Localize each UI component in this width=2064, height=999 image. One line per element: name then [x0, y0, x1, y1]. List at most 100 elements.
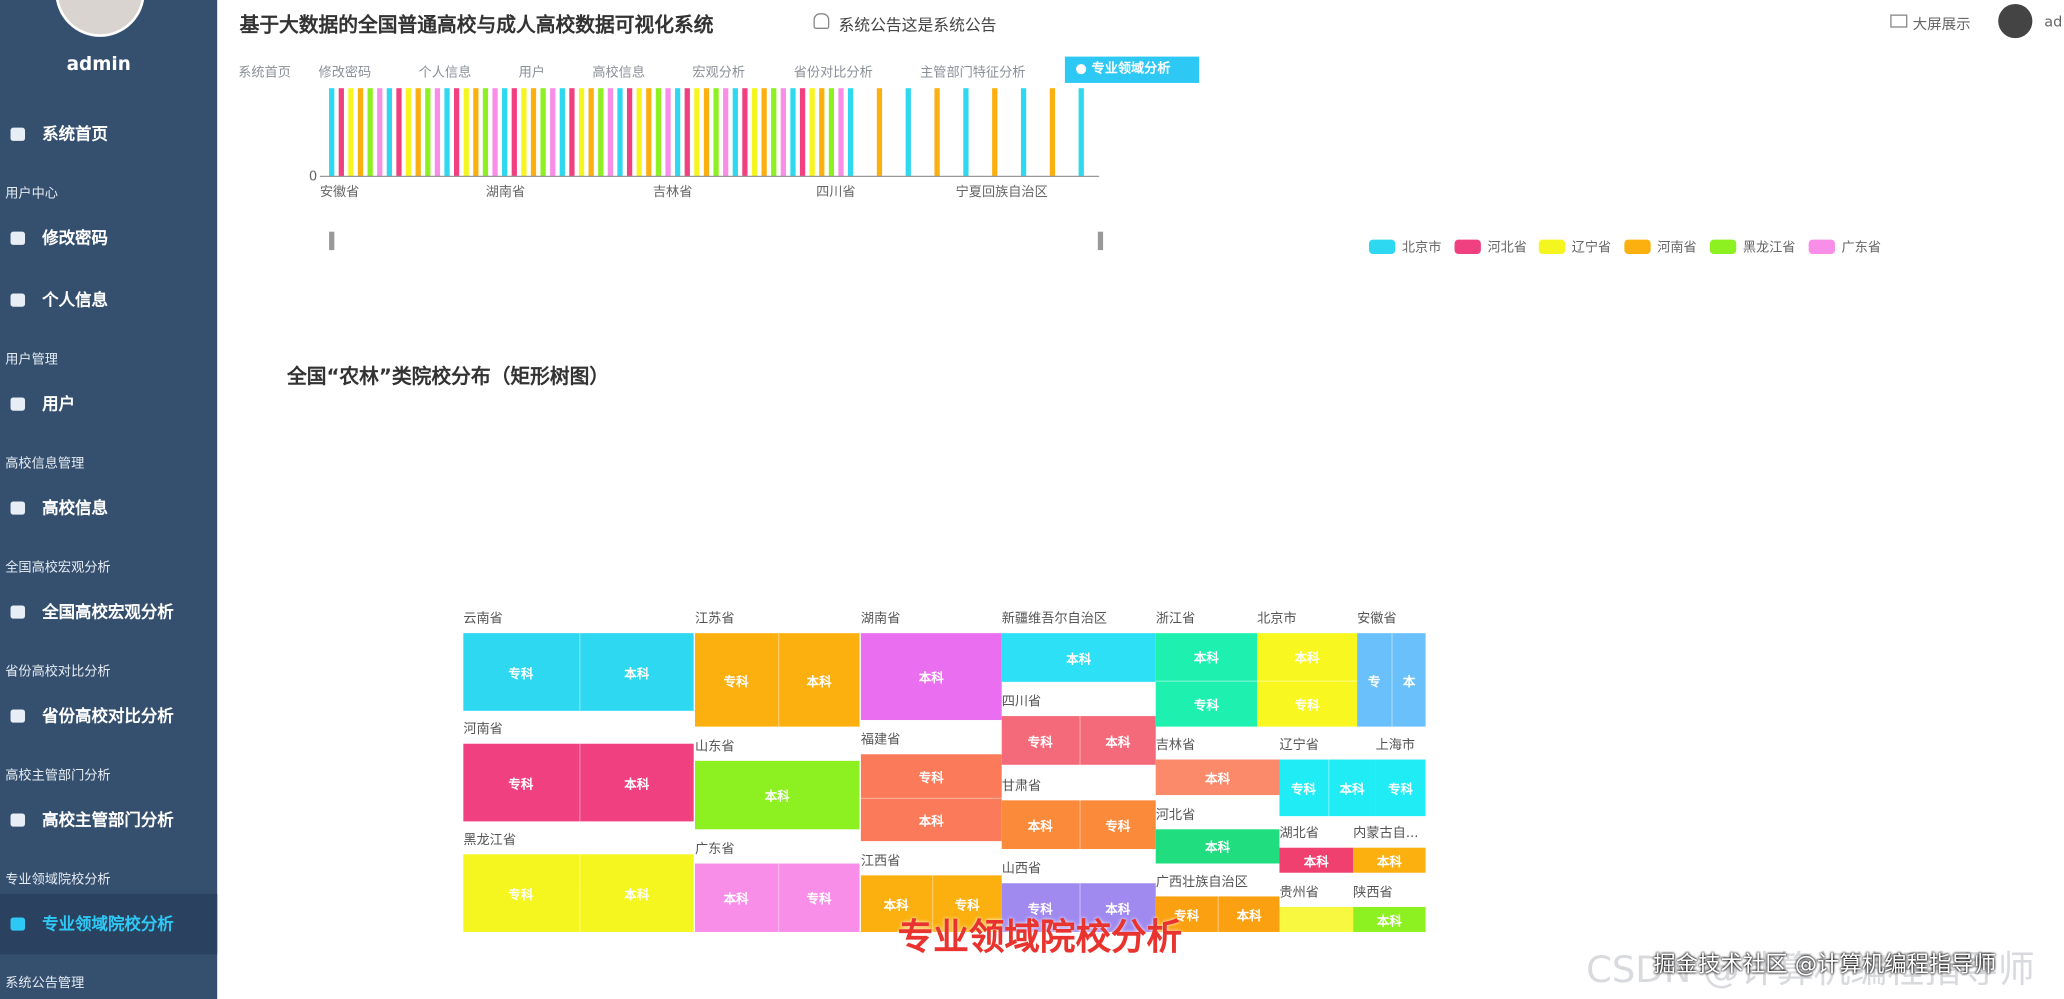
treemap-leaf[interactable]: 本科: [578, 633, 694, 711]
tab[interactable]: 修改密码: [318, 65, 372, 81]
treemap-leaf[interactable]: 专科: [723, 674, 749, 690]
tab[interactable]: 高校信息: [592, 65, 646, 81]
sidebar: admin 系统首页 用户中心 修改密码 个人信息 用户管理 用户 高校信息管理 高校信息 全国…: [0, 0, 218, 999]
tab[interactable]: 省份对比分析: [793, 65, 873, 81]
treemap-group[interactable]: 专科 本科: [1001, 883, 1156, 932]
bar-fragment: [636, 88, 642, 177]
tab-close[interactable]: ×: [1083, 88, 1095, 103]
treemap-group[interactable]: 本科 专科: [1001, 800, 1156, 850]
treemap-leaf[interactable]: 专科: [508, 666, 534, 682]
treemap-leaf[interactable]: 本科: [764, 789, 790, 805]
bar-fragment: [367, 88, 373, 177]
treemap-group[interactable]: 专科 本科: [463, 633, 694, 711]
treemap-group[interactable]: 本科: [695, 760, 860, 830]
treemap-leaf[interactable]: 本科: [1205, 772, 1231, 787]
treemap-group[interactable]: 专科 本科: [463, 743, 694, 822]
menu-item[interactable]: 省份高校对比分析: [0, 686, 217, 747]
treemap-group[interactable]: 本科: [860, 633, 1002, 721]
user-name[interactable]: ad: [2044, 13, 2063, 31]
menu-item[interactable]: 系统首页: [0, 104, 217, 165]
treemap-leaf[interactable]: 本: [1391, 633, 1425, 727]
treemap-leaf[interactable]: 专科: [508, 777, 534, 792]
tab[interactable]: 个人信息: [418, 65, 472, 81]
treemap-leaf[interactable]: 专科: [1174, 908, 1200, 924]
treemap-leaf[interactable]: 本科: [1303, 854, 1329, 870]
treemap-leaf[interactable]: 本科: [1078, 716, 1156, 765]
treemap-leaf[interactable]: 专科: [1257, 679, 1358, 727]
tab[interactable]: 宏观分析: [692, 65, 746, 81]
treemap-leaf[interactable]: 本科: [1327, 759, 1376, 817]
bar-fragment: [819, 88, 825, 177]
treemap-group[interactable]: 专科 本科: [1279, 759, 1376, 817]
treemap-leaf[interactable]: 本科: [1066, 652, 1092, 667]
screen-button[interactable]: 大屏展示: [1912, 15, 1971, 33]
treemap-leaf[interactable]: 专科: [931, 875, 1001, 932]
treemap-group[interactable]: 本科: [1001, 633, 1156, 682]
treemap-leaf[interactable]: 专科: [1388, 782, 1414, 798]
treemap-group[interactable]: 专本: [1357, 633, 1426, 727]
treemap-leaf[interactable]: 专科: [1290, 782, 1317, 798]
treemap-leaf[interactable]: 本科: [1294, 651, 1320, 666]
bar-fragment: [511, 88, 517, 177]
treemap-leaf[interactable]: 专科: [1078, 800, 1156, 850]
menu-item[interactable]: 全国高校宏观分析: [0, 582, 217, 643]
menu-item[interactable]: 修改密码: [0, 208, 217, 269]
treemap-leaf[interactable]: 本科: [723, 892, 749, 907]
menu-item[interactable]: 高校信息: [0, 478, 217, 539]
treemap-group[interactable]: 本科 专科: [860, 875, 1002, 932]
tab-active[interactable]: ● 专业领域分析 ×: [1064, 56, 1200, 103]
treemap-leaf[interactable]: 本科: [578, 854, 694, 932]
treemap-leaf[interactable]: 专科: [918, 770, 944, 786]
treemap-group[interactable]: 专科 本科: [695, 633, 860, 727]
notice[interactable]: 系统公告这是系统公告: [838, 15, 997, 35]
menu-item[interactable]: 个人信息: [0, 270, 217, 331]
bar-fragment: [396, 88, 402, 177]
tab[interactable]: 主管部门特征分析: [920, 65, 1026, 81]
treemap-leaf[interactable]: 本科: [1376, 854, 1402, 870]
treemap-group[interactable]: 专科 本科: [1155, 896, 1280, 932]
treemap-leaf[interactable]: 本科: [777, 633, 859, 727]
treemap-group[interactable]: 本科: [1353, 906, 1426, 932]
treemap-group[interactable]: 本科: [1279, 847, 1354, 873]
treemap-leaf[interactable]: 本科: [1217, 896, 1280, 932]
treemap-group[interactable]: 本科: [1155, 829, 1280, 864]
treemap-group[interactable]: 本科 专科: [1155, 633, 1258, 727]
menu-icon: [10, 501, 26, 515]
group-label: 山西省: [1001, 862, 1042, 877]
treemap-leaf[interactable]: 专科: [1027, 735, 1053, 750]
treemap-group[interactable]: 本科 专科: [1257, 633, 1358, 727]
treemap-leaf[interactable]: 专科: [1027, 902, 1053, 917]
treemap-group[interactable]: 专科 本科: [463, 854, 694, 932]
treemap-leaf[interactable]: 本科: [1078, 883, 1156, 932]
bar-fragment: [963, 88, 969, 177]
treemap-leaf[interactable]: 本科: [1193, 651, 1219, 666]
treemap-leaf[interactable]: 专: [1367, 674, 1381, 690]
treemap-group[interactable]: 本科: [1353, 847, 1426, 873]
treemap-group[interactable]: 本科 专科: [695, 863, 860, 932]
treemap-leaf[interactable]: 本科: [1205, 841, 1231, 856]
group-label: 内蒙古自...: [1353, 826, 1419, 842]
tab[interactable]: 用户: [518, 65, 545, 81]
treemap-leaf[interactable]: 本科: [578, 743, 694, 822]
treemap-leaf[interactable]: 专科: [508, 887, 534, 903]
treemap-group[interactable]: 专科 本科: [860, 754, 1002, 842]
menu-item[interactable]: 专业领域院校分析: [0, 893, 218, 955]
treemap-group[interactable]: 本科: [1155, 759, 1280, 796]
treemap-group[interactable]: [1279, 906, 1354, 932]
menu-item[interactable]: 高校主管部门分析: [0, 790, 217, 851]
treemap-group[interactable]: 专科: [1375, 759, 1426, 817]
treemap-leaf[interactable]: 本科: [883, 898, 909, 913]
treemap-leaf[interactable]: 本科: [860, 797, 1002, 841]
bar-fragment: [559, 88, 565, 177]
bar-fragment: [540, 88, 546, 177]
user-avatar[interactable]: [1998, 3, 2033, 39]
treemap-leaf[interactable]: 本科: [918, 671, 944, 686]
tab[interactable]: 系统首页: [238, 65, 291, 81]
treemap-leaf[interactable]: 本科: [1027, 819, 1053, 834]
treemap-group[interactable]: 专科 本科: [1001, 716, 1156, 765]
menu-item[interactable]: 用户: [0, 374, 217, 435]
treemap-leaf[interactable]: 专科: [1155, 679, 1258, 727]
treemap-leaf[interactable]: 本科: [1376, 914, 1402, 929]
treemap-leaf[interactable]: 专科: [777, 863, 859, 932]
